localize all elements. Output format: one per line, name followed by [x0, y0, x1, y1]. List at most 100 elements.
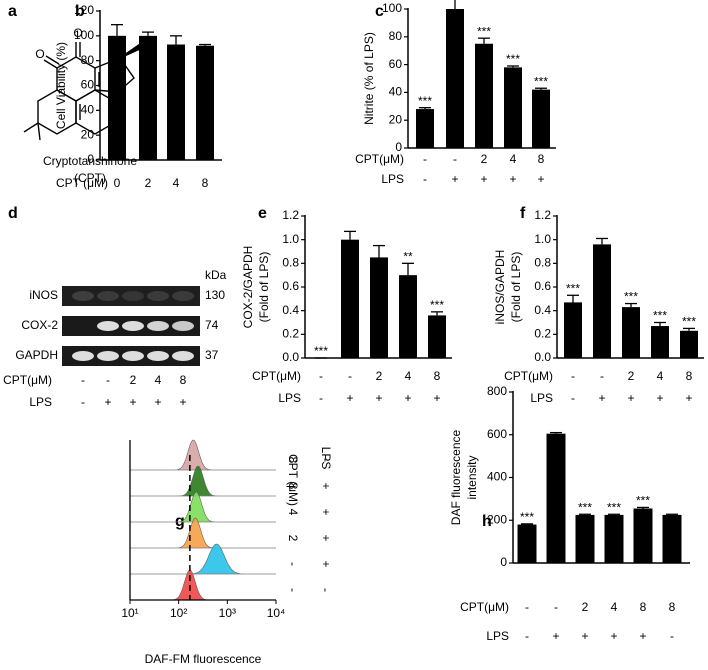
bar: [662, 514, 682, 563]
compound-abbr: (CPT): [74, 171, 106, 185]
condition-value: +: [656, 391, 663, 405]
y-tick-label: 0.4: [282, 303, 299, 317]
bar: [680, 330, 698, 358]
condition-value: +: [627, 391, 634, 405]
bar: [108, 35, 126, 161]
protein-label: iNOS: [29, 288, 58, 302]
condition-value: -: [525, 600, 529, 614]
blot-band: [97, 321, 119, 331]
size-label: 37: [205, 348, 219, 362]
significance: ***: [477, 24, 491, 38]
condition-label: CPT(μM): [460, 600, 509, 614]
significance: **: [403, 250, 413, 264]
bar: [564, 302, 582, 358]
y-tick-label: 0.0: [534, 350, 551, 364]
condition-value: +: [581, 629, 588, 643]
y-tick-label: 600: [487, 427, 507, 441]
y-tick-label: 20: [389, 112, 403, 126]
bar: [651, 326, 669, 358]
significance: ***: [430, 298, 444, 312]
condition-value: +: [598, 391, 605, 405]
cpt-value: 2: [286, 535, 300, 542]
y-axis-label: (Fold of LPS): [257, 252, 271, 323]
y-tick-label: 0: [87, 152, 94, 166]
condition-value: 2: [130, 373, 137, 387]
condition-value: +: [154, 395, 161, 409]
x-tick-label: 2: [145, 176, 152, 190]
y-tick-label: 0: [500, 555, 507, 569]
condition-label: LPS: [29, 395, 52, 409]
condition-value: -: [571, 391, 575, 405]
y-axis-label: Nitrite (% of LPS): [362, 32, 376, 125]
condition-value: -: [423, 152, 427, 166]
y-tick-label: 100: [382, 1, 402, 15]
y-tick-label: 400: [487, 470, 507, 484]
significance: ***: [578, 500, 592, 514]
y-tick-label: 800: [487, 384, 507, 398]
condition-value: -: [525, 629, 529, 643]
histogram: [130, 465, 276, 497]
y-tick-label: 0.8: [282, 256, 299, 270]
condition-value: +: [610, 629, 617, 643]
bar: [475, 43, 493, 148]
size-label: 130: [205, 288, 225, 302]
significance: ***: [418, 94, 432, 108]
y-axis-label: iNOS/GAPDH: [493, 250, 507, 325]
cpt-value: -: [286, 588, 300, 592]
histogram: [130, 543, 276, 575]
y-axis-label: Cell Viability (%): [54, 42, 68, 129]
condition-label: LPS: [486, 629, 509, 643]
y-axis-label: intensity: [465, 455, 479, 499]
panel-label: f: [520, 205, 526, 222]
condition-value: +: [552, 629, 559, 643]
significance: ***: [566, 281, 580, 295]
histogram: [130, 569, 276, 601]
significance: ***: [314, 344, 328, 358]
condition-value: 2: [628, 369, 635, 383]
y-tick-label: 0.2: [282, 327, 299, 341]
lps-value: +: [319, 560, 333, 567]
panel-label: a: [8, 3, 17, 20]
y-tick-label: 0.4: [534, 303, 551, 317]
y-tick-label: 40: [389, 85, 403, 99]
bar: [593, 244, 611, 358]
bar: [546, 433, 566, 563]
significance: ***: [636, 494, 650, 508]
condition-value: -: [348, 369, 352, 383]
y-tick-label: 0.2: [534, 327, 551, 341]
bar: [139, 35, 157, 161]
atom: O: [73, 26, 82, 40]
bar: [446, 9, 464, 148]
lps-value: -: [319, 588, 333, 592]
bond: [43, 59, 58, 69]
condition-value: +: [480, 172, 487, 186]
y-tick-label: 60: [81, 78, 95, 92]
blot-band: [172, 321, 194, 331]
condition-value: +: [639, 629, 646, 643]
panel-label: c: [375, 3, 384, 20]
column-label: LPS: [319, 447, 333, 470]
significance: ***: [653, 309, 667, 323]
protein-label: COX-2: [21, 318, 58, 332]
bar: [399, 275, 417, 358]
condition-value: +: [451, 172, 458, 186]
bar: [370, 257, 388, 358]
condition-value: 4: [657, 369, 664, 383]
cpt-value: -: [286, 562, 300, 566]
condition-value: -: [319, 369, 323, 383]
x-tick-label: 10³: [219, 606, 236, 620]
condition-value: +: [537, 172, 544, 186]
bar: [196, 45, 214, 161]
significance: ***: [607, 500, 621, 514]
condition-value: 8: [669, 600, 676, 614]
bar: [575, 514, 595, 563]
bar: [167, 44, 185, 160]
panel-label: h: [482, 513, 492, 530]
condition-value: +: [129, 395, 136, 409]
blot-band: [147, 321, 169, 331]
condition-value: -: [600, 369, 604, 383]
significance: ***: [624, 290, 638, 304]
histogram: [130, 439, 276, 471]
condition-value: +: [685, 391, 692, 405]
y-tick-label: 200: [487, 512, 507, 526]
